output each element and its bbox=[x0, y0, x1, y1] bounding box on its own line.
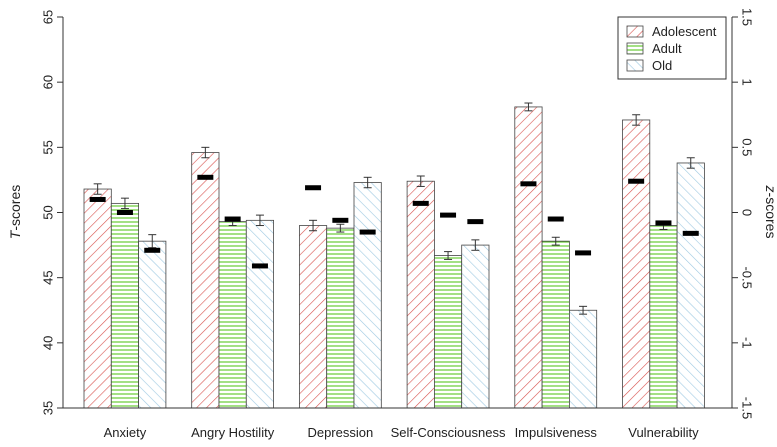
left-tick-label: 40 bbox=[40, 336, 55, 350]
right-tick-label: 0 bbox=[740, 209, 755, 216]
left-tick-label: 55 bbox=[40, 140, 55, 154]
z-score-marker bbox=[467, 219, 484, 225]
left-axis: 35 40 45 50 55 60 65 bbox=[40, 10, 64, 415]
z-score-marker bbox=[305, 185, 322, 191]
bar-adult bbox=[326, 227, 355, 409]
left-tick-label: 45 bbox=[40, 270, 55, 284]
z-score-marker bbox=[682, 230, 699, 236]
bar-adolescent bbox=[191, 152, 220, 409]
left-axis-title: T-scores bbox=[7, 185, 23, 239]
legend-swatch bbox=[626, 59, 644, 72]
x-tick-label: Depression bbox=[307, 425, 373, 440]
x-tick-label: Vulnerability bbox=[628, 425, 699, 440]
right-tick-label: -1.5 bbox=[740, 397, 755, 419]
x-tick-label: Self-Consciousness bbox=[391, 425, 506, 440]
legend-swatch bbox=[626, 42, 644, 55]
right-tick-label: -0.5 bbox=[740, 266, 755, 288]
bar-adolescent bbox=[622, 119, 651, 409]
x-axis: Anxiety Angry Hostility Depression Self-Con… bbox=[63, 407, 732, 440]
legend-entry: Adult bbox=[652, 41, 682, 56]
bar-adolescent bbox=[298, 225, 328, 409]
z-score-marker bbox=[547, 216, 564, 222]
legend-entry: Old bbox=[652, 58, 672, 73]
z-score-marker bbox=[655, 220, 672, 226]
bar-old bbox=[461, 244, 490, 409]
left-tick-label: 65 bbox=[40, 10, 55, 24]
x-tick-label: Impulsiveness bbox=[515, 425, 598, 440]
left-tick-label: 50 bbox=[40, 205, 55, 219]
right-tick-label: 0.5 bbox=[740, 138, 755, 156]
z-score-marker bbox=[575, 250, 592, 256]
z-score-marker bbox=[440, 212, 457, 218]
z-score-marker bbox=[197, 174, 214, 180]
legend-entry: Adolescent bbox=[652, 24, 717, 39]
bar-adult bbox=[218, 221, 247, 409]
bar-old bbox=[569, 309, 598, 409]
z-score-marker bbox=[89, 196, 106, 202]
right-axis: -1.5 -1 -0.5 0 0.5 1 1.5 bbox=[731, 8, 755, 419]
left-tick-label: 35 bbox=[40, 401, 55, 415]
bar-adolescent bbox=[514, 106, 543, 409]
z-score-marker bbox=[116, 210, 133, 215]
left-tick-label: 60 bbox=[40, 75, 55, 89]
bar-adolescent bbox=[83, 188, 112, 409]
bar-adult bbox=[110, 202, 140, 409]
z-score-marker bbox=[520, 181, 537, 187]
z-score-marker bbox=[359, 229, 376, 235]
z-score-marker bbox=[412, 200, 429, 206]
bar-old bbox=[353, 182, 382, 409]
legend: Adolescent Adult Old bbox=[617, 16, 727, 80]
legend-swatch bbox=[626, 25, 644, 38]
bar-old bbox=[138, 240, 167, 409]
z-score-marker bbox=[332, 217, 349, 223]
right-tick-label: -1 bbox=[740, 337, 755, 349]
z-score-marker bbox=[628, 178, 645, 184]
right-tick-label: 1 bbox=[740, 79, 755, 86]
x-tick-label: Angry Hostility bbox=[191, 425, 275, 440]
bar-old bbox=[245, 219, 275, 409]
bar-adult bbox=[433, 255, 463, 409]
z-score-marker bbox=[224, 216, 241, 222]
plot-area bbox=[83, 102, 705, 409]
bar-adult bbox=[541, 240, 570, 409]
z-score-marker bbox=[251, 263, 268, 269]
right-tick-label: 1.5 bbox=[740, 8, 755, 26]
bar-old bbox=[676, 162, 705, 409]
bar-adult bbox=[649, 225, 678, 409]
z-score-marker bbox=[144, 247, 161, 253]
x-tick-label: Anxiety bbox=[104, 425, 147, 440]
right-axis-title: z-scores bbox=[763, 185, 777, 239]
bar-adolescent bbox=[406, 180, 435, 409]
